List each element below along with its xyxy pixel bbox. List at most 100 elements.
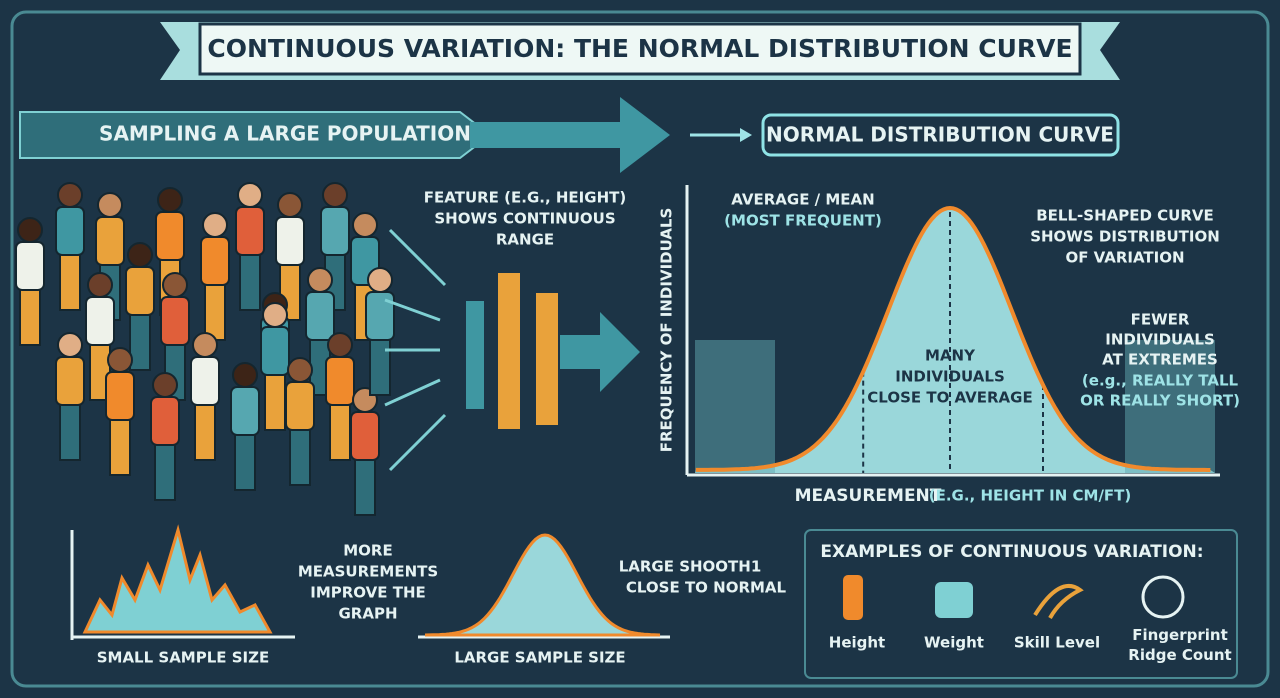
arrow <box>384 378 441 407</box>
person-legs <box>289 424 311 486</box>
person-body <box>235 206 265 256</box>
improve-note: MORE <box>343 542 392 560</box>
ruler <box>534 291 560 427</box>
icon-fingerprint <box>1141 575 1185 619</box>
person-head <box>127 242 153 268</box>
arrow <box>388 413 447 472</box>
person-body <box>260 326 290 376</box>
arrow <box>560 312 640 392</box>
person-body <box>350 411 380 461</box>
person-head <box>57 332 83 358</box>
person-body <box>285 381 315 431</box>
person-body <box>15 241 45 291</box>
person-head <box>262 302 288 328</box>
middle-note: INDIVIDUALS <box>895 368 1005 386</box>
person-head <box>277 192 303 218</box>
person-body <box>320 206 350 256</box>
person-head <box>237 182 263 208</box>
person-body <box>55 206 85 256</box>
large-note: LARGE SHOOTH1 <box>619 558 762 576</box>
person-head <box>157 187 183 213</box>
person-legs <box>204 279 226 341</box>
icon-weight <box>935 582 973 618</box>
person-legs <box>234 429 256 491</box>
person-head <box>17 217 43 243</box>
person-body <box>190 356 220 406</box>
example-item: Height <box>829 634 885 652</box>
person-body <box>160 296 190 346</box>
person-head <box>232 362 258 388</box>
person-legs <box>369 334 391 396</box>
person-head <box>327 332 353 358</box>
feature-line: RANGE <box>496 231 554 249</box>
person-legs <box>129 309 151 371</box>
frame <box>10 10 1270 688</box>
person-body <box>105 371 135 421</box>
person-head <box>367 267 393 293</box>
person-head <box>162 272 188 298</box>
extremes-note: AT EXTREMES <box>1102 351 1218 369</box>
person-head <box>87 272 113 298</box>
title: CONTINUOUS VARIATION: THE NORMAL DISTRIB… <box>207 34 1072 63</box>
middle-note: CLOSE TO AVERAGE <box>867 389 1032 407</box>
arrowhead <box>740 128 752 142</box>
person-body <box>200 236 230 286</box>
bell-note: BELL-SHAPED CURVE <box>1036 207 1214 225</box>
mean-label: AVERAGE / MEAN <box>731 191 874 209</box>
person-head <box>307 267 333 293</box>
person-head <box>352 212 378 238</box>
sampling-label: SAMPLING A LARGE POPULATION <box>99 122 471 146</box>
person-legs <box>329 399 351 461</box>
bell-note: OF VARIATION <box>1065 249 1184 267</box>
icon-skill <box>1033 584 1084 620</box>
person-legs <box>19 284 41 346</box>
improve-note: MEASUREMENTS <box>298 563 438 581</box>
curve-heading-box <box>761 113 1120 157</box>
curve-area <box>695 208 1215 473</box>
person-legs <box>239 249 261 311</box>
improve-note: GRAPH <box>338 605 397 623</box>
bell-note: SHOWS DISTRIBUTION <box>1030 228 1220 246</box>
examples-box <box>804 529 1238 679</box>
extremes-note: OR REALLY SHORT) <box>1080 392 1240 410</box>
example-item: Fingerprint Ridge Count <box>1128 626 1231 664</box>
person-legs <box>59 249 81 311</box>
person-legs <box>264 369 286 431</box>
bell-curve <box>695 205 1211 472</box>
person-legs <box>154 439 176 501</box>
person-head <box>287 357 313 383</box>
example-item: Skill Level <box>1014 634 1100 652</box>
tail-shade <box>1125 340 1215 473</box>
title-box <box>198 22 1082 76</box>
person-legs <box>354 454 376 516</box>
person-head <box>322 182 348 208</box>
extremes-note: FEWER <box>1131 311 1190 329</box>
person-head <box>107 347 133 373</box>
feature-line: FEATURE (E.G., HEIGHT) <box>424 189 626 207</box>
curve-heading: NORMAL DISTRIBUTION CURVE <box>766 123 1114 147</box>
person-head <box>57 182 83 208</box>
large-sample-label: LARGE SAMPLE SIZE <box>454 649 625 667</box>
pencil <box>464 299 486 411</box>
person-legs <box>109 414 131 476</box>
middle-note: MANY <box>925 347 976 365</box>
arrow <box>388 228 447 287</box>
bell-graph <box>685 185 1220 477</box>
small-sample-label: SMALL SAMPLE SIZE <box>97 649 270 667</box>
person-legs <box>59 399 81 461</box>
tail-shade <box>695 340 775 473</box>
example-item: Weight <box>924 634 984 652</box>
person-body <box>150 396 180 446</box>
person-legs <box>194 399 216 461</box>
large-note: CLOSE TO NORMAL <box>626 579 787 597</box>
extremes-note: INDIVIDUALS <box>1105 331 1215 349</box>
extremes-note: (e.g., REALLY TALL <box>1082 372 1239 390</box>
person-body <box>275 216 305 266</box>
person-head <box>202 212 228 238</box>
mean-note: (MOST FREQUENT) <box>724 212 882 230</box>
person-body <box>125 266 155 316</box>
jagged-curve <box>82 524 273 634</box>
icon-height <box>843 575 863 620</box>
